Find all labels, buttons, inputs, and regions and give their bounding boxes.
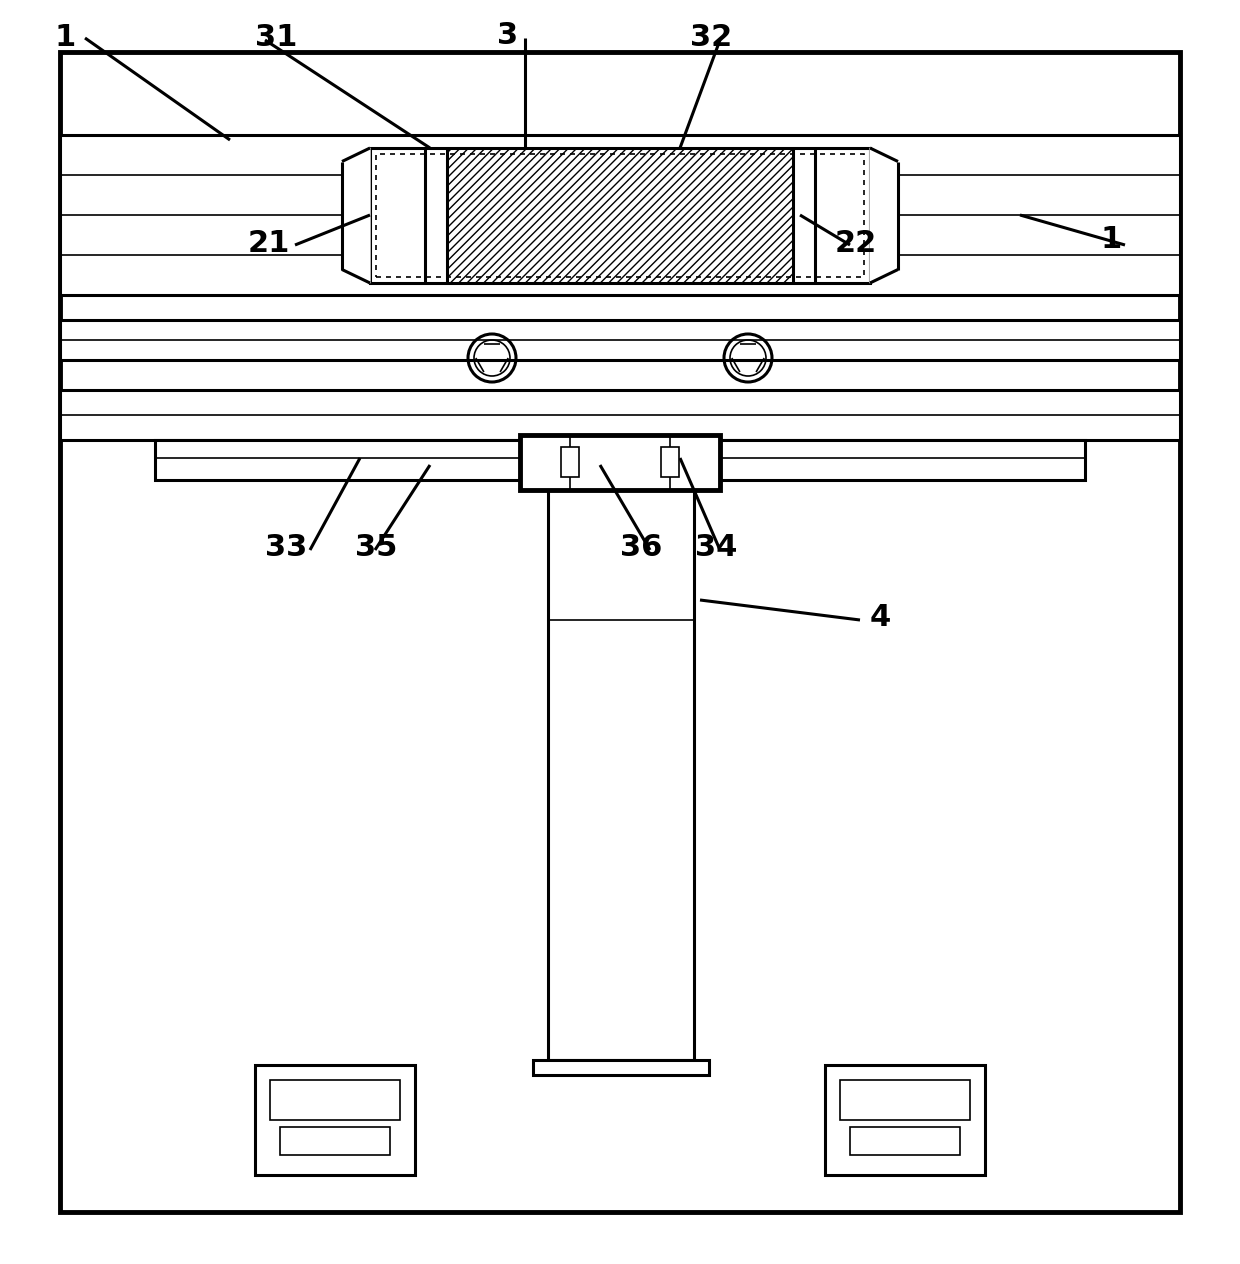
Text: 21: 21	[248, 230, 290, 259]
Bar	[520, 435, 720, 490]
Text: 36: 36	[620, 533, 662, 562]
Bar	[376, 154, 864, 277]
Polygon shape	[342, 148, 370, 283]
Bar	[446, 148, 794, 283]
Text: 3: 3	[497, 20, 518, 49]
Bar	[446, 148, 794, 283]
Text: 4: 4	[870, 603, 892, 632]
Text: 34: 34	[694, 533, 738, 562]
Bar	[255, 1066, 415, 1176]
Bar	[548, 440, 694, 1060]
Text: 32: 32	[689, 24, 733, 53]
Bar	[661, 447, 680, 477]
Bar	[280, 1127, 391, 1155]
Bar	[60, 135, 1180, 295]
Bar	[270, 1079, 401, 1120]
Bar	[60, 391, 1180, 440]
Bar	[533, 1060, 709, 1074]
Bar	[839, 1079, 970, 1120]
Polygon shape	[870, 148, 898, 283]
Bar	[825, 1066, 985, 1176]
Text: 31: 31	[255, 24, 298, 53]
Bar	[849, 1127, 960, 1155]
Text: 35: 35	[355, 533, 397, 562]
Text: 33: 33	[265, 533, 308, 562]
Bar	[370, 148, 870, 283]
Text: 1: 1	[1100, 225, 1121, 254]
Bar	[155, 440, 1085, 480]
Text: 1: 1	[55, 24, 76, 53]
Bar	[60, 320, 1180, 360]
Text: 22: 22	[835, 230, 877, 259]
Bar	[560, 447, 579, 477]
